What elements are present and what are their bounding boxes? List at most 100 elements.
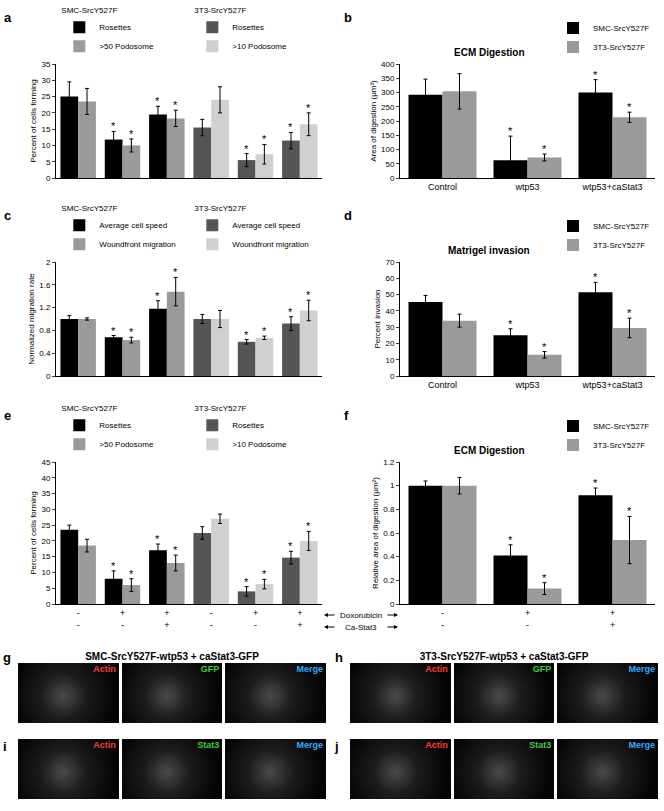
svg-text:0.2: 0.2 xyxy=(383,576,395,585)
svg-text:5: 5 xyxy=(46,158,51,167)
svg-text:70: 70 xyxy=(385,258,394,267)
svg-text:SMC-SrcY527F: SMC-SrcY527F xyxy=(593,222,649,231)
svg-text:35: 35 xyxy=(41,60,50,69)
svg-text:0: 0 xyxy=(46,372,51,381)
svg-text:*: * xyxy=(288,540,293,552)
svg-text:*: * xyxy=(155,95,160,107)
svg-text:*: * xyxy=(306,102,311,114)
svg-text:+-: +- xyxy=(525,608,530,630)
svg-text:0: 0 xyxy=(46,174,51,183)
svg-text:>50 Podosome: >50 Podosome xyxy=(99,440,154,449)
svg-text:25: 25 xyxy=(41,521,50,530)
svg-text:f: f xyxy=(344,408,349,423)
svg-text:*: * xyxy=(155,290,160,302)
svg-text:0: 0 xyxy=(46,600,51,609)
svg-text:Ca-Stat3: Ca-Stat3 xyxy=(345,623,377,632)
svg-text:*: * xyxy=(306,520,311,532)
svg-text:0.4: 0.4 xyxy=(383,552,395,561)
svg-text:Control: Control xyxy=(428,380,457,390)
svg-text:40: 40 xyxy=(385,307,394,316)
svg-text:Rosettes: Rosettes xyxy=(232,421,264,430)
svg-text:*: * xyxy=(129,568,134,580)
svg-text:Control: Control xyxy=(428,182,457,192)
svg-text:0.6: 0.6 xyxy=(383,529,395,538)
svg-text:SMC-SrcY527F: SMC-SrcY527F xyxy=(593,422,649,431)
svg-text:20: 20 xyxy=(385,339,394,348)
svg-text:Average cell speed: Average cell speed xyxy=(232,221,300,230)
svg-text:*: * xyxy=(593,271,598,283)
svg-text:SMC-SrcY527F: SMC-SrcY527F xyxy=(61,404,117,413)
svg-text:Percent of cells forming: Percent of cells forming xyxy=(29,79,38,163)
svg-text:0.4: 0.4 xyxy=(39,349,51,358)
svg-text:SMC-SrcY527F: SMC-SrcY527F xyxy=(61,204,117,213)
svg-text:100: 100 xyxy=(381,145,395,154)
svg-text:Area of digestion (μm²): Area of digestion (μm²) xyxy=(369,80,378,162)
svg-text:*: * xyxy=(244,143,249,155)
svg-text:*: * xyxy=(111,325,116,337)
svg-text:3T3-SrcY527F: 3T3-SrcY527F xyxy=(593,241,645,250)
svg-text:Percent invasion: Percent invasion xyxy=(373,289,382,348)
svg-text:++: ++ xyxy=(164,608,169,630)
svg-text:1.2: 1.2 xyxy=(383,458,395,467)
svg-text:*: * xyxy=(262,568,267,580)
svg-text:10: 10 xyxy=(385,356,394,365)
svg-text:30: 30 xyxy=(41,76,50,85)
svg-text:>50 Podosome: >50 Podosome xyxy=(99,42,154,51)
svg-text:*: * xyxy=(129,326,134,338)
svg-text:30: 30 xyxy=(385,323,394,332)
svg-text:>10 Podosome: >10 Podosome xyxy=(232,440,287,449)
svg-text:50: 50 xyxy=(385,290,394,299)
svg-text:0.8: 0.8 xyxy=(39,326,51,335)
svg-text:1: 1 xyxy=(390,481,395,490)
svg-text:b: b xyxy=(344,10,352,25)
svg-text:25: 25 xyxy=(41,92,50,101)
svg-text:3T3-SrcY527F: 3T3-SrcY527F xyxy=(194,404,246,413)
svg-text:Relative area of digestion (μm: Relative area of digestion (μm²) xyxy=(371,477,380,589)
svg-text:wtp53+caStat3: wtp53+caStat3 xyxy=(582,182,643,192)
svg-text:*: * xyxy=(173,266,178,278)
svg-text:*: * xyxy=(288,306,293,318)
svg-text:d: d xyxy=(344,208,352,223)
svg-text:wtp53+caStat3: wtp53+caStat3 xyxy=(582,380,643,390)
svg-text:5: 5 xyxy=(46,584,51,593)
svg-text:Average cell speed: Average cell speed xyxy=(99,221,167,230)
svg-text:1.2: 1.2 xyxy=(39,303,51,312)
svg-text:10: 10 xyxy=(41,568,50,577)
svg-text:+-: +- xyxy=(253,608,258,630)
svg-text:*: * xyxy=(262,325,267,337)
svg-text:250: 250 xyxy=(381,103,395,112)
svg-text:Percent of cells forming: Percent of cells forming xyxy=(29,491,38,575)
svg-text:*: * xyxy=(244,576,249,588)
svg-text:0: 0 xyxy=(390,600,395,609)
svg-text:+-: +- xyxy=(120,608,125,630)
svg-text:--: -- xyxy=(441,608,444,630)
svg-text:--: -- xyxy=(210,608,213,630)
svg-text:*: * xyxy=(627,307,632,319)
svg-text:Normalized migration rate: Normalized migration rate xyxy=(27,273,36,365)
svg-text:*: * xyxy=(262,133,267,145)
svg-text:*: * xyxy=(244,329,249,341)
svg-text:*: * xyxy=(155,533,160,545)
svg-text:Rosettes: Rosettes xyxy=(232,23,264,32)
svg-text:15: 15 xyxy=(41,125,50,134)
svg-text:*: * xyxy=(129,128,134,140)
svg-text:150: 150 xyxy=(381,131,395,140)
svg-text:*: * xyxy=(173,544,178,556)
svg-text:*: * xyxy=(111,560,116,572)
svg-text:*: * xyxy=(627,101,632,113)
svg-text:ECM Digestion: ECM Digestion xyxy=(454,47,525,58)
svg-text:SMC-SrcY527F: SMC-SrcY527F xyxy=(61,6,117,15)
svg-text:ECM Digestion: ECM Digestion xyxy=(454,445,525,456)
svg-text:*: * xyxy=(593,69,598,81)
svg-text:400: 400 xyxy=(381,60,395,69)
svg-text:350: 350 xyxy=(381,74,395,83)
svg-text:e: e xyxy=(4,408,11,423)
svg-text:1.6: 1.6 xyxy=(39,281,51,290)
svg-text:*: * xyxy=(542,143,547,155)
svg-text:c: c xyxy=(4,208,11,223)
svg-text:3T3-SrcY527F: 3T3-SrcY527F xyxy=(593,43,645,52)
svg-text:SMC-SrcY527F: SMC-SrcY527F xyxy=(593,24,649,33)
svg-text:Matrigel invasion: Matrigel invasion xyxy=(448,245,530,256)
svg-text:0: 0 xyxy=(390,372,395,381)
svg-text:++: ++ xyxy=(297,608,302,630)
